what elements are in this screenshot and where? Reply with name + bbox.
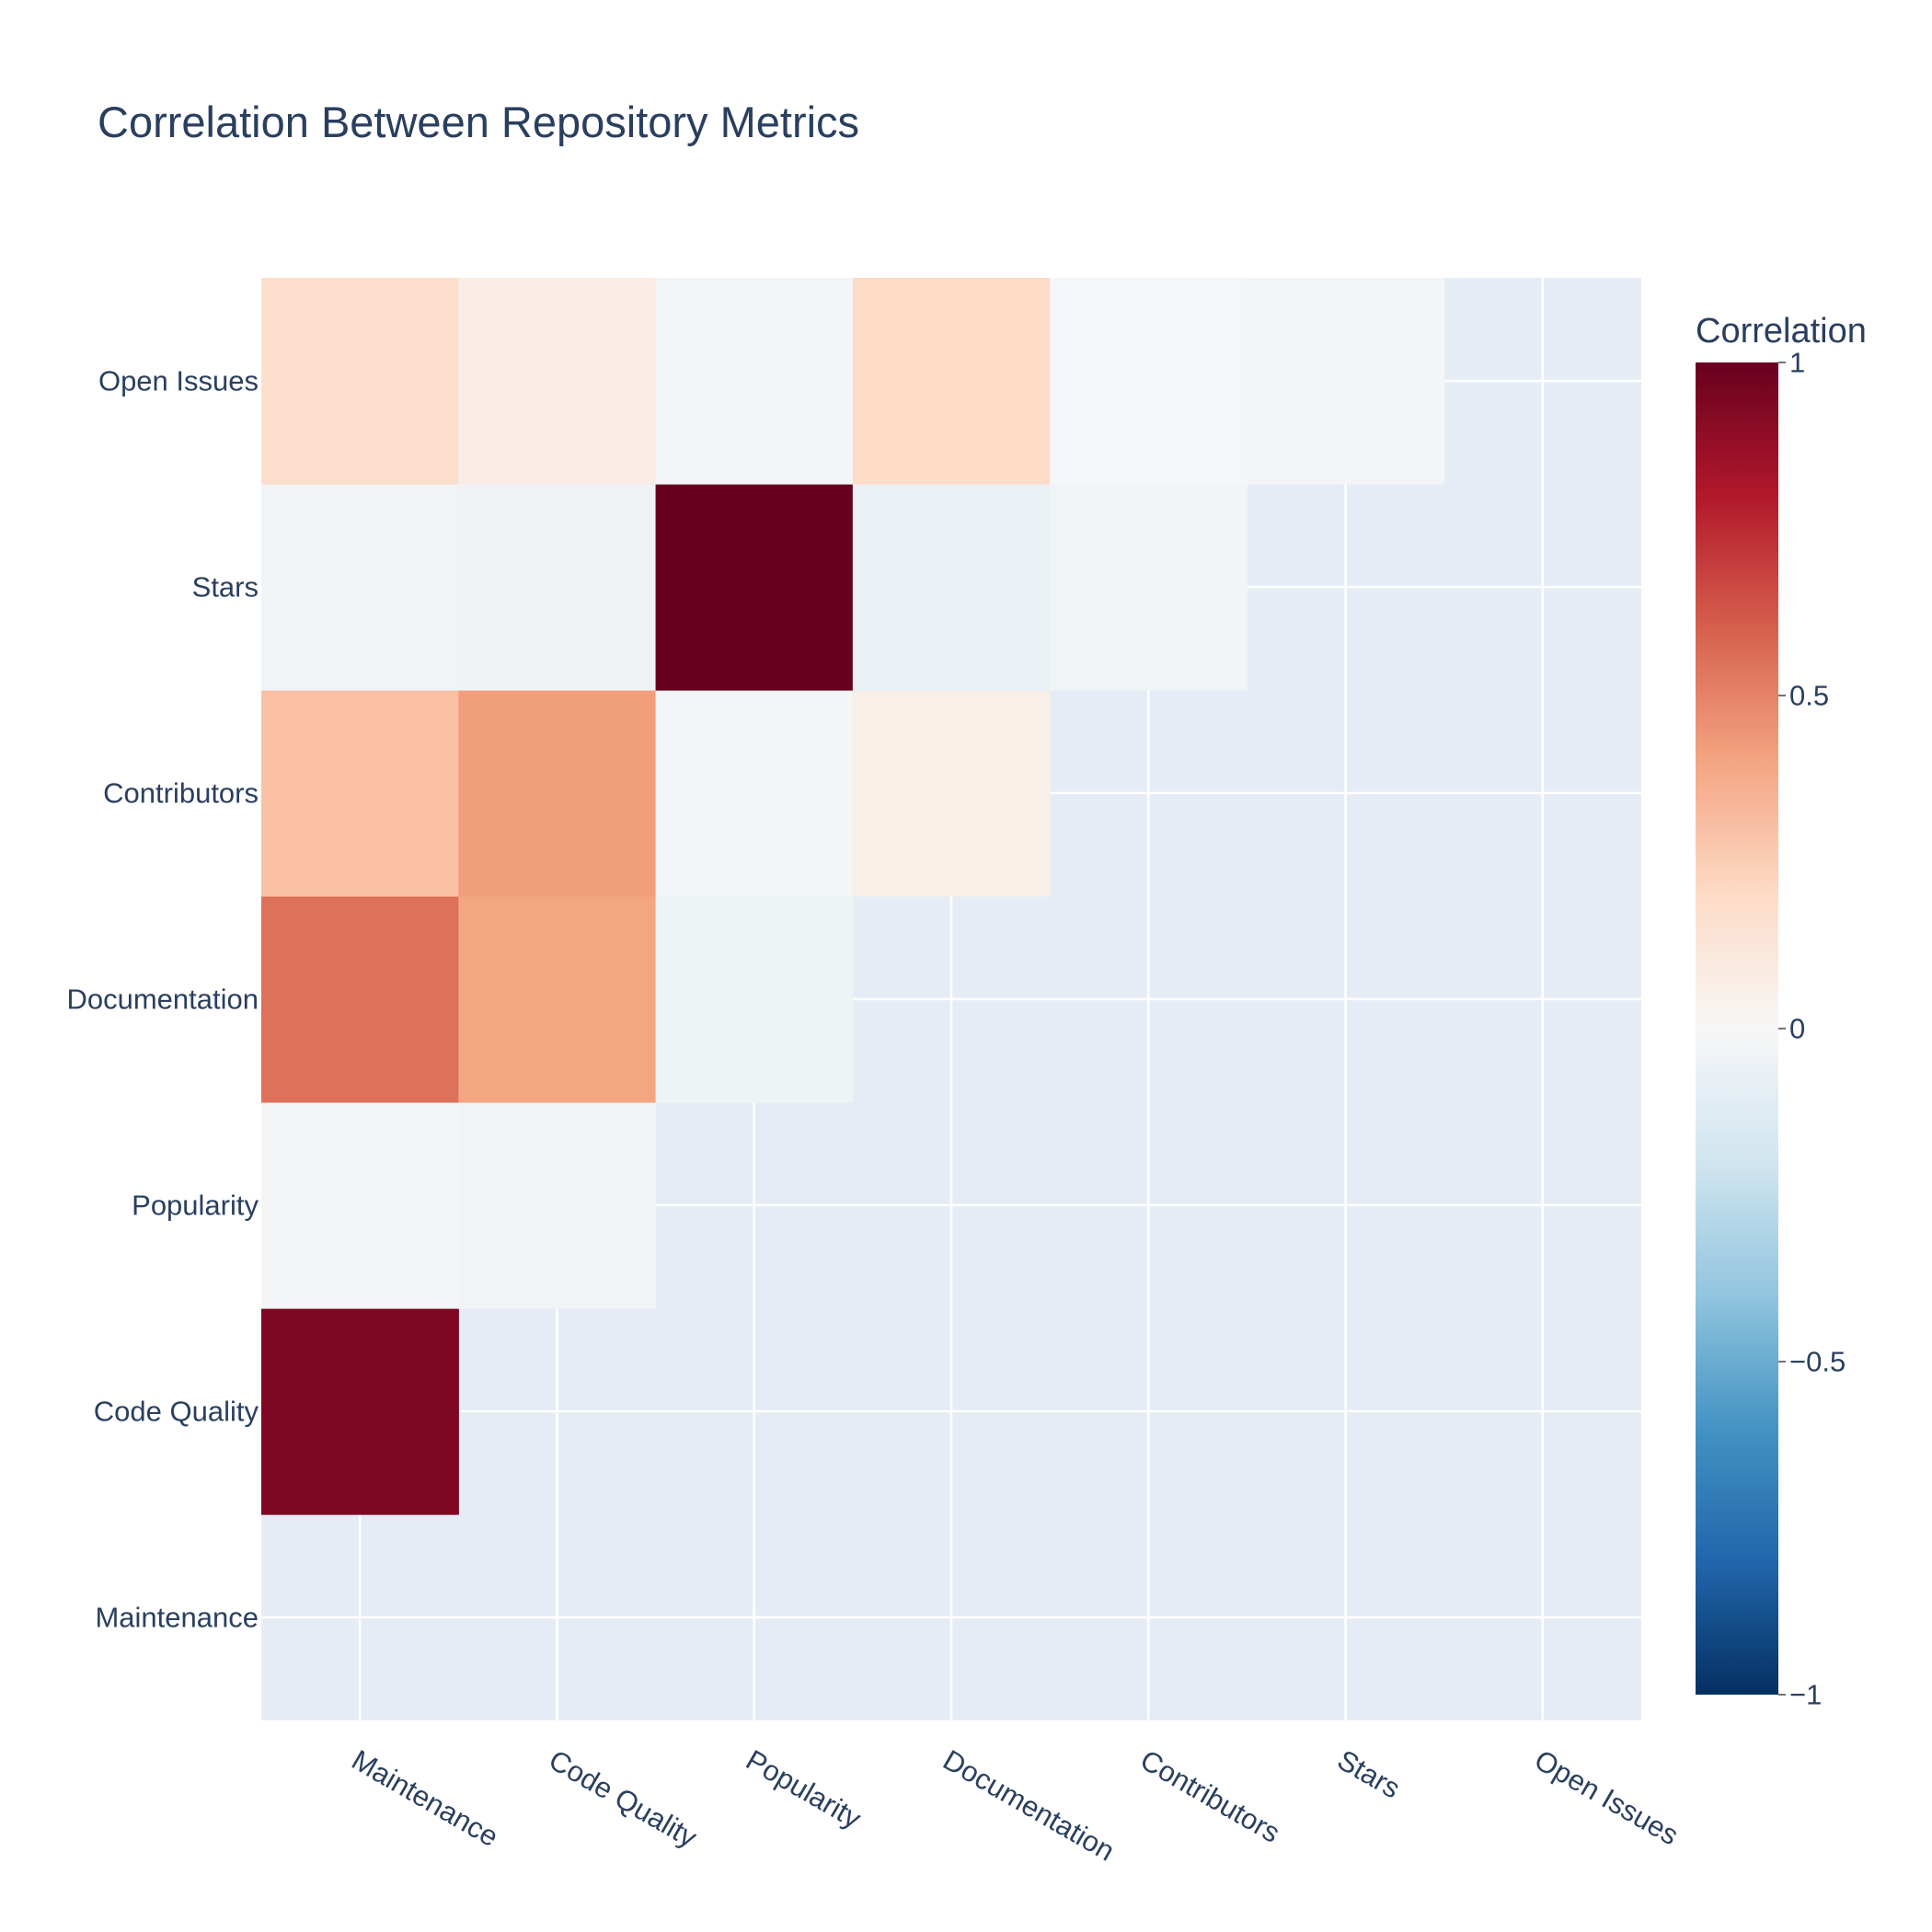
heatmap-cell	[458, 484, 657, 691]
chart-title: Correlation Between Repository Metrics	[98, 98, 859, 146]
x-tick-label: Open Issues	[1529, 1743, 1684, 1851]
heatmap-cells	[261, 278, 1445, 1515]
y-tick-label: Open Issues	[98, 365, 259, 397]
heatmap-cell	[1247, 278, 1445, 485]
y-tick-label: Documentation	[66, 983, 259, 1016]
heatmap-cell	[852, 484, 1051, 691]
heatmap-cell	[852, 278, 1051, 485]
heatmap-cell	[852, 690, 1051, 897]
heatmap-cell	[261, 278, 459, 485]
x-tick-label: Contributors	[1135, 1743, 1286, 1849]
x-tick-label: Stars	[1332, 1743, 1406, 1804]
x-tick-label: Popularity	[741, 1743, 867, 1834]
y-tick-label: Contributors	[103, 777, 259, 810]
heatmap-cell	[1050, 484, 1248, 691]
heatmap-cell	[458, 1102, 657, 1309]
y-tick-label: Stars	[192, 571, 259, 604]
heatmap-cell	[261, 690, 459, 897]
heatmap-cell	[261, 1308, 459, 1515]
colorbar-tick-label: 0.5	[1789, 680, 1829, 712]
y-tick-label: Code Quality	[94, 1396, 259, 1428]
colorbar-tick-label: 1	[1789, 347, 1805, 379]
colorbar-title: Correlation	[1696, 312, 1867, 351]
heatmap-cell	[655, 896, 854, 1103]
y-tick-label: Maintenance	[95, 1602, 259, 1634]
heatmap-cell	[1050, 278, 1248, 485]
y-axis-tick-labels: Maintenance Code Quality Popularity Documen…	[66, 365, 259, 1634]
heatmap-cell	[655, 278, 854, 485]
colorbar-gradient	[1696, 362, 1778, 1695]
x-tick-label: Maintenance	[346, 1743, 503, 1853]
x-tick-label: Documentation	[937, 1743, 1120, 1868]
heatmap-cell	[655, 690, 854, 897]
heatmap-cell	[458, 690, 657, 897]
heatmap-cell	[458, 896, 657, 1103]
y-tick-label: Popularity	[132, 1190, 259, 1222]
heatmap-cell	[458, 278, 657, 485]
heatmap-cell	[261, 484, 459, 691]
heatmap-cell	[261, 1102, 459, 1309]
colorbar-tick-label: 0	[1789, 1013, 1805, 1045]
heatmap-cell	[261, 896, 459, 1103]
colorbar-tick-label: −0.5	[1789, 1346, 1846, 1378]
colorbar-tick-label: −1	[1789, 1679, 1822, 1711]
heatmap-cell	[655, 484, 854, 691]
x-axis-tick-labels: Maintenance Code Quality Popularity Documen…	[346, 1743, 1684, 1868]
colorbar: Correlation 1 0.5 0 −0.5 −1	[1696, 312, 1867, 1711]
x-tick-label: Code Quality	[544, 1743, 703, 1854]
